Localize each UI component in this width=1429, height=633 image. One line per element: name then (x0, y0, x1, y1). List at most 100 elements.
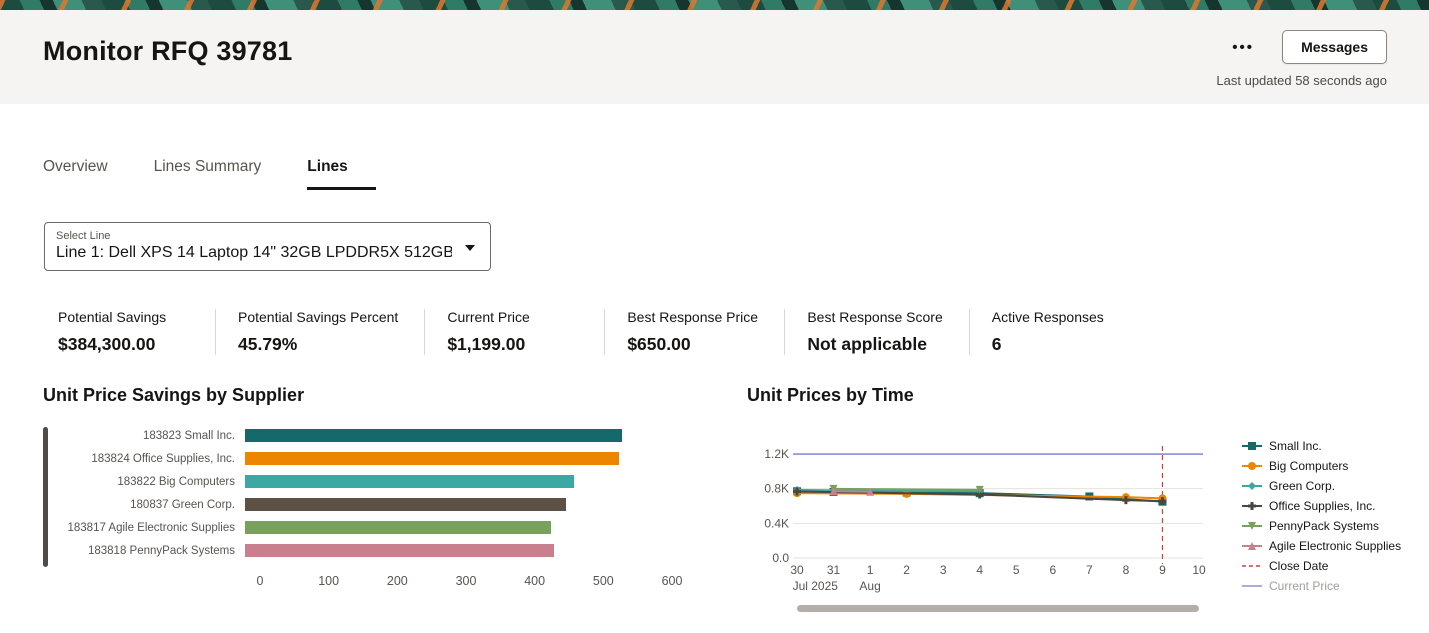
kpi-label: Active Responses (991, 309, 1104, 325)
header-right: ••• Messages Last updated 58 seconds ago (1216, 30, 1387, 88)
svg-text:Jul 2025: Jul 2025 (793, 579, 839, 593)
bar-chart-title: Unit Price Savings by Supplier (43, 385, 305, 405)
legend-label: Office Supplies, Inc. (1269, 499, 1376, 513)
select-line-value: Line 1: Dell XPS 14 Laptop 14" 32GB LPDD… (56, 244, 452, 261)
square-legend-icon (1242, 442, 1262, 450)
diamond-legend-icon (1242, 482, 1262, 490)
triangle-down-legend-icon (1242, 522, 1262, 530)
kpi-label: Current Price (447, 309, 530, 325)
kpi-potential-savings-percent: Potential Savings Percent 45.79% (238, 309, 426, 355)
bar-category-label: 183822 Big Computers (117, 475, 235, 488)
legend-label: Close Date (1269, 559, 1329, 573)
kpi-value: $1,199.00 (447, 334, 526, 354)
x-axis-tick-label: 400 (524, 574, 546, 588)
legend-item[interactable]: Office Supplies, Inc. (1241, 496, 1429, 516)
kpi-label: Best Response Price (627, 309, 759, 325)
bar-category-label: 180837 Green Corp. (130, 498, 235, 511)
messages-button[interactable]: Messages (1282, 30, 1387, 64)
kpi-label: Potential Savings (58, 309, 167, 325)
bar-row: 180837 Green Corp. (48, 493, 713, 516)
kpi-current-price: Current Price $1,199.00 (447, 309, 606, 355)
chevron-down-icon (465, 244, 475, 251)
tab-lines[interactable]: Lines (307, 158, 376, 190)
legend-item[interactable]: Small Inc. (1241, 436, 1429, 456)
kpi-label: Potential Savings Percent (238, 309, 399, 325)
kpi-best-response-score: Best Response Score Not applicable (807, 309, 970, 355)
svg-text:9: 9 (1159, 563, 1166, 577)
svg-text:30: 30 (790, 563, 804, 577)
bar-row: 183823 Small Inc. (48, 424, 713, 447)
kpi-active-responses: Active Responses 6 (992, 309, 1150, 355)
svg-text:0.4K: 0.4K (764, 516, 789, 530)
line-chart-horizontal-scrollbar[interactable] (797, 605, 1199, 612)
line-chart-plot[interactable]: 0.0 0.4K 0.8K 1.2K 30 31 1 2 3 4 5 6 7 8 9 10 Jul 2025 Au… (747, 424, 1227, 596)
bar[interactable] (245, 521, 551, 534)
plus-legend-icon (1242, 502, 1262, 510)
legend-label: Big Computers (1269, 459, 1349, 473)
line-legend-icon (1242, 585, 1262, 587)
tab-overview[interactable]: Overview (43, 158, 108, 175)
x-axis-tick-label: 300 (455, 574, 477, 588)
kpi-value: 45.79% (238, 334, 298, 354)
circle-legend-icon (1242, 462, 1262, 470)
legend-item[interactable]: Big Computers (1241, 456, 1429, 476)
bar-row: 183822 Big Computers (48, 470, 713, 493)
legend-label: Agile Electronic Supplies (1269, 539, 1402, 553)
charts-row: Unit Price Savings by Supplier 183823 Sm… (0, 385, 1429, 612)
svg-text:31: 31 (827, 563, 841, 577)
svg-text:1.2K: 1.2K (764, 447, 789, 461)
page-header: Monitor RFQ 39781 ••• Messages Last upda… (0, 10, 1429, 104)
legend-label: Current Price (1269, 579, 1340, 593)
bar-category-label: 183818 PennyPack Systems (87, 544, 235, 557)
bar-chart-unit-price-savings: Unit Price Savings by Supplier 183823 Sm… (43, 385, 713, 612)
svg-text:3: 3 (940, 563, 947, 577)
legend-item[interactable]: Green Corp. (1241, 476, 1429, 496)
kpi-value: 6 (991, 334, 1002, 354)
kpi-value: $650.00 (627, 334, 691, 354)
bar[interactable] (245, 544, 554, 557)
legend-label: Green Corp. (1269, 479, 1336, 493)
svg-text:1: 1 (867, 563, 874, 577)
line-chart-unit-prices-by-time: Unit Prices by Time 0.0 0.4K 0.8K 1.2K 30 31 1… (747, 385, 1429, 612)
kpi-label: Best Response Score (807, 309, 943, 325)
page-title: Monitor RFQ 39781 (43, 36, 293, 66)
svg-text:2: 2 (903, 563, 910, 577)
x-axis-tick-label: 500 (592, 574, 614, 588)
bar[interactable] (245, 475, 574, 488)
overflow-menu-icon[interactable]: ••• (1230, 33, 1256, 62)
kpi-value: Not applicable (807, 334, 927, 354)
triangle-up-legend-icon (1242, 542, 1262, 550)
legend-item[interactable]: Agile Electronic Supplies (1241, 536, 1429, 556)
kpi-best-response-price: Best Response Price $650.00 (627, 309, 786, 355)
bar-category-label: 183817 Agile Electronic Supplies (67, 521, 235, 534)
legend-item[interactable]: Close Date (1241, 556, 1429, 576)
bar-category-label: 183823 Small Inc. (142, 429, 235, 442)
bar-chart-vertical-scrollbar[interactable] (43, 427, 48, 567)
tab-lines-summary[interactable]: Lines Summary (153, 158, 262, 175)
legend-item[interactable]: Current Price (1241, 576, 1429, 596)
chart-legend: Small Inc. Big Computers Green Corp. Office… (1241, 424, 1429, 596)
svg-text:0.0: 0.0 (772, 551, 789, 565)
tab-bar: Overview Lines Summary Lines (43, 158, 1429, 190)
bar-row: 183817 Agile Electronic Supplies (48, 516, 713, 539)
bar-row: 183824 Office Supplies, Inc. (48, 447, 713, 470)
svg-text:10: 10 (1192, 563, 1206, 577)
svg-text:6: 6 (1049, 563, 1056, 577)
svg-text:5: 5 (1013, 563, 1020, 577)
svg-text:4: 4 (976, 563, 983, 577)
bar[interactable] (245, 429, 622, 442)
bar[interactable] (245, 452, 620, 465)
svg-text:7: 7 (1086, 563, 1093, 577)
legend-item[interactable]: PennyPack Systems (1241, 516, 1429, 536)
svg-text:8: 8 (1123, 563, 1130, 577)
dashed-line-legend-icon (1242, 565, 1262, 567)
select-line-dropdown[interactable]: Select Line Line 1: Dell XPS 14 Laptop 1… (44, 222, 491, 271)
x-axis-tick-label: 600 (661, 574, 683, 588)
bar-chart-x-axis: 0 100 200 300 400 500 600 (256, 574, 713, 596)
bar-rows: 183823 Small Inc. 183824 Office Supplies,… (48, 424, 713, 562)
x-axis-tick-label: 0 (256, 574, 264, 588)
bar[interactable] (245, 498, 566, 511)
legend-label: PennyPack Systems (1269, 519, 1380, 533)
legend-label: Small Inc. (1269, 439, 1322, 453)
x-axis-tick-label: 200 (386, 574, 408, 588)
